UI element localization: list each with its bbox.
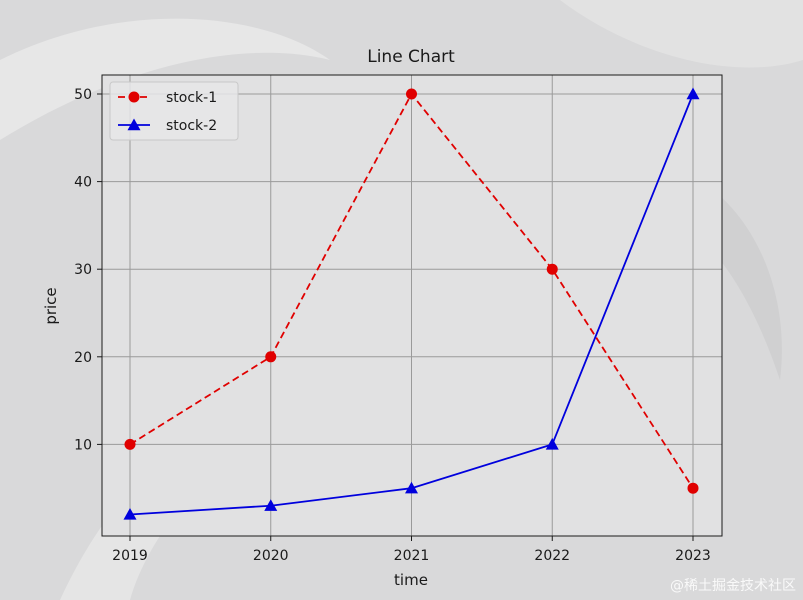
y-tick-label: 50 — [74, 87, 92, 103]
series-stock-2 — [123, 87, 700, 520]
legend-label: stock-2 — [166, 118, 217, 134]
x-tick-label: 2019 — [112, 548, 148, 564]
legend-label: stock-1 — [166, 90, 217, 106]
x-tick-label: 2023 — [675, 548, 711, 564]
x-tick-label: 2020 — [253, 548, 289, 564]
y-tick-label: 20 — [74, 350, 92, 366]
data-point-marker — [406, 88, 417, 100]
data-point-marker — [405, 481, 418, 494]
data-point-marker — [686, 87, 700, 100]
y-tick-label: 10 — [74, 437, 92, 453]
legend-item: stock-2 — [118, 118, 217, 134]
watermark-text: @稀土掘金技术社区 — [670, 578, 796, 594]
x-tick-label: 2022 — [534, 548, 570, 564]
grid-lines — [102, 75, 722, 536]
data-point-marker — [123, 507, 137, 520]
x-axis: 2019 2020 2021 2022 2023 — [112, 536, 711, 564]
legend-item: stock-1 — [118, 90, 217, 106]
chart-title: Line Chart — [367, 47, 455, 67]
legend-marker — [127, 118, 141, 131]
data-point-marker — [546, 263, 558, 275]
y-tick-label: 40 — [74, 175, 92, 191]
data-point-marker — [264, 499, 278, 511]
data-point-marker — [545, 437, 559, 450]
data-point-marker — [687, 482, 699, 494]
y-axis-title: price — [42, 287, 60, 324]
series-layer — [123, 87, 700, 520]
data-point-marker — [265, 351, 277, 363]
legend-items: stock-1 stock-2 — [118, 90, 217, 134]
x-axis-title: time — [394, 571, 428, 589]
y-axis: 10 20 30 40 50 — [74, 87, 102, 453]
series-stock-1 — [124, 88, 699, 494]
x-tick-label: 2021 — [394, 548, 430, 564]
legend: stock-1 stock-2 — [109, 81, 239, 141]
data-point-marker — [124, 438, 136, 450]
legend-marker — [128, 91, 140, 103]
y-tick-label: 30 — [74, 262, 92, 278]
